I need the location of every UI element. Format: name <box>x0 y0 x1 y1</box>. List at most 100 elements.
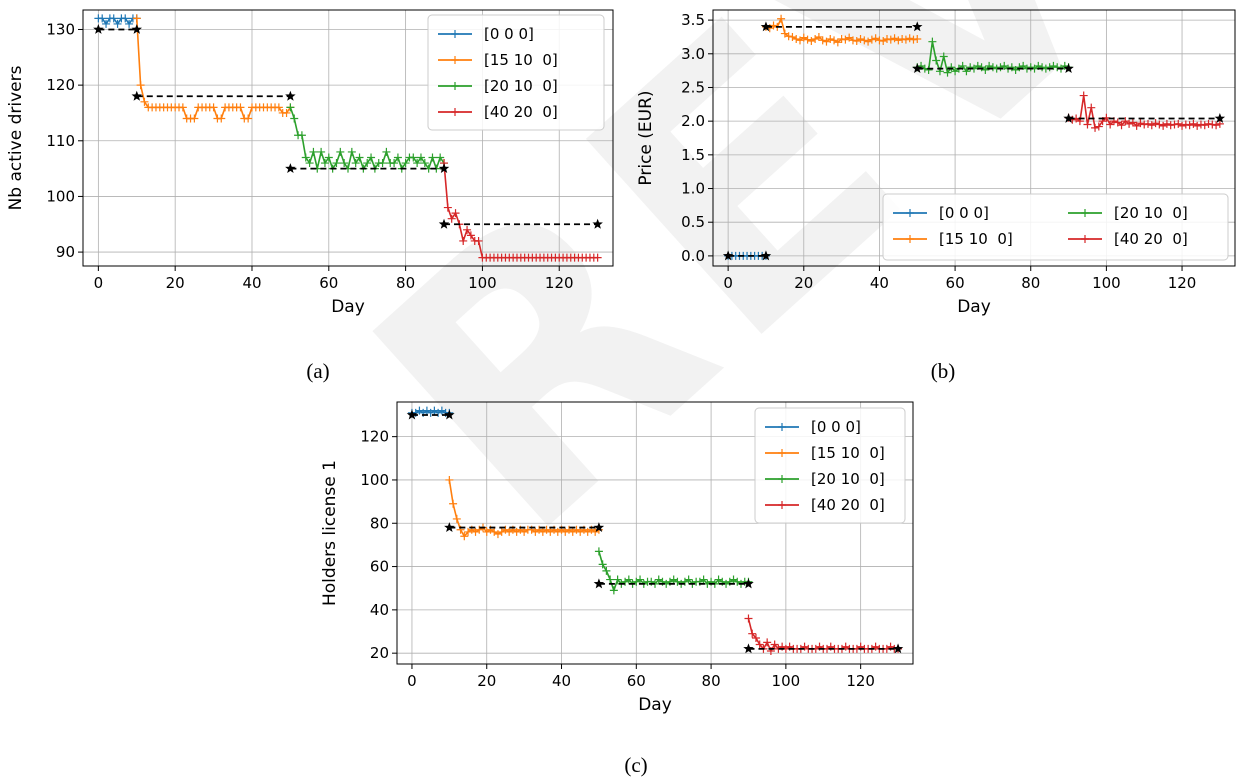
data-point <box>505 527 514 536</box>
data-point <box>1117 121 1126 130</box>
data-point <box>598 560 607 569</box>
data-point <box>799 33 808 42</box>
target-marker <box>1214 112 1226 123</box>
data-point <box>121 14 130 23</box>
chart-b: 0 20 40 60 80 100 120 0.0 0.5 1.0 1.5 2.0 2.5 3.0 3.5 D… <box>636 9 1236 383</box>
legend-marker <box>906 235 914 243</box>
x-tick-label: 20 <box>477 672 496 690</box>
data-point <box>1174 119 1183 128</box>
data-point <box>136 81 145 90</box>
legend-marker <box>451 82 459 90</box>
data-point <box>613 575 622 584</box>
legend-label: [20 10 0] <box>484 77 558 95</box>
legend-box <box>427 14 605 131</box>
data-point <box>624 575 633 584</box>
data-point <box>428 153 437 162</box>
data-point <box>814 32 823 41</box>
legend-label: [0 0 0] <box>484 25 534 43</box>
target-marker <box>892 643 904 654</box>
data-point <box>466 231 475 240</box>
data-point <box>140 97 149 106</box>
y-tick-label: 100 <box>46 187 75 205</box>
chart-a: 0 20 40 60 80 100 120 90 100 110 120 130 Day Nb activ… <box>6 9 614 383</box>
data-point <box>1083 120 1092 129</box>
data-point <box>1060 61 1069 70</box>
legend-label: [40 20 0] <box>1114 230 1188 248</box>
axes-frame <box>712 9 1236 267</box>
legend-label: [20 10 0] <box>1114 204 1188 222</box>
x-tick-label: 40 <box>552 672 571 690</box>
x-tick-label: 60 <box>946 274 965 292</box>
data-point <box>886 35 895 44</box>
data-point <box>290 114 299 123</box>
data-point <box>769 21 778 30</box>
data-point <box>125 19 134 28</box>
x-tick-label: 100 <box>468 274 497 292</box>
subfigure-caption: (a) <box>306 359 329 383</box>
data-point <box>594 547 603 556</box>
data-point <box>520 527 529 536</box>
legend-label: [15 10 0] <box>939 230 1013 248</box>
data-point <box>1049 61 1058 70</box>
x-tick-label: 80 <box>396 274 415 292</box>
target-marker <box>93 23 104 34</box>
y-tick-label: 2.5 <box>681 78 705 96</box>
data-point <box>890 34 899 43</box>
x-axis-label: Day <box>957 297 991 317</box>
y-tick-label: 0.0 <box>681 247 705 265</box>
data-point <box>190 114 199 123</box>
legend-marker <box>1081 209 1089 217</box>
data-point <box>1162 119 1171 128</box>
data-point <box>669 575 678 584</box>
data-point <box>784 32 793 41</box>
data-point <box>811 34 820 43</box>
data-point <box>932 56 941 65</box>
data-point <box>576 527 585 536</box>
x-tick-label: 20 <box>166 274 185 292</box>
data-point <box>393 153 402 162</box>
legend-marker <box>451 30 459 38</box>
data-point <box>981 65 990 74</box>
data-point <box>355 153 364 162</box>
data-point <box>1079 91 1088 100</box>
data-point <box>422 406 431 415</box>
target-marker <box>444 522 455 533</box>
data-point <box>497 527 506 536</box>
legend-box <box>754 407 906 524</box>
data-point <box>1140 120 1149 129</box>
data-point <box>1053 63 1062 72</box>
data-point <box>351 159 360 168</box>
legend-label: [40 20 0] <box>484 103 558 121</box>
data-point <box>939 52 948 61</box>
data-point <box>609 586 618 595</box>
data-point <box>962 67 971 76</box>
data-point <box>748 629 757 638</box>
legend-marker <box>1081 235 1089 243</box>
y-tick-label: 3.0 <box>681 45 705 63</box>
data-point <box>1193 121 1202 130</box>
data-point <box>113 19 122 28</box>
axes-frame <box>82 9 614 267</box>
data-point <box>996 63 1005 72</box>
target-marker <box>131 23 142 34</box>
y-tick-label: 90 <box>56 243 75 261</box>
target-marker <box>1063 112 1074 123</box>
data-point <box>336 147 345 156</box>
x-tick-label: 120 <box>846 672 875 690</box>
y-tick-label: 1.5 <box>681 146 705 164</box>
data-point <box>852 36 861 45</box>
data-point <box>1178 121 1187 130</box>
data-point <box>1038 63 1047 72</box>
data-point <box>363 159 372 168</box>
y-tick-label: 1.0 <box>681 180 705 198</box>
target-marker <box>1063 63 1074 74</box>
data-point <box>493 530 502 539</box>
data-point <box>463 225 472 234</box>
data-point <box>1151 119 1160 128</box>
data-point <box>898 34 907 43</box>
x-tick-label: 120 <box>1168 274 1197 292</box>
target-marker <box>593 578 605 589</box>
target-marker <box>285 163 296 174</box>
data-point <box>909 35 918 44</box>
target-marker <box>406 409 418 420</box>
